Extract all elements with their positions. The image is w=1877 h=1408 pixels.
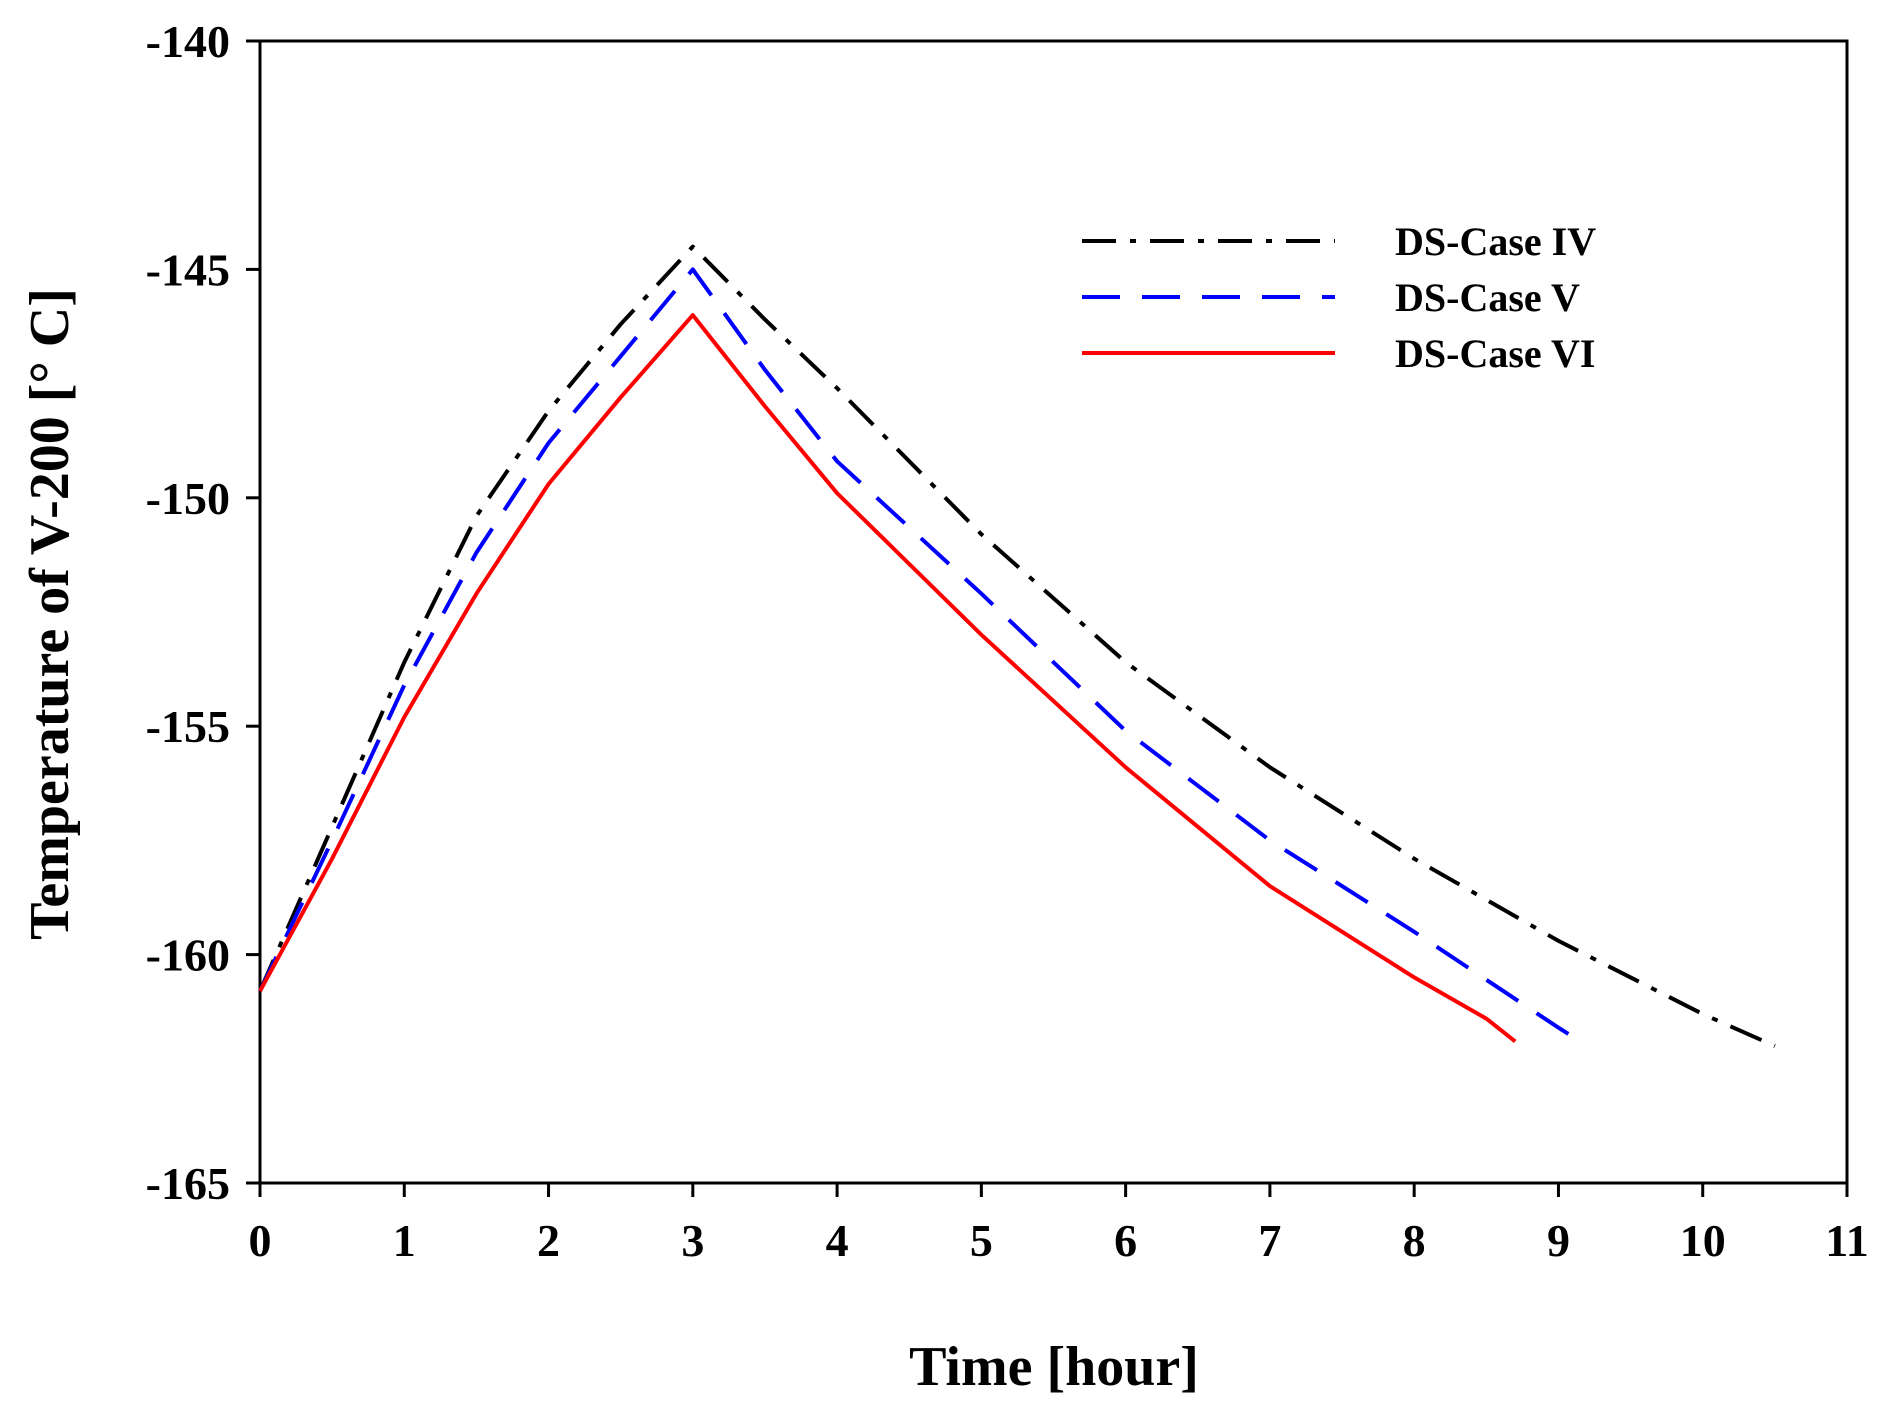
x-tick-label: 10 [1680, 1215, 1726, 1266]
y-axis-title: Temperature of V-200 [° C] [19, 288, 81, 940]
x-tick-label: 11 [1825, 1215, 1868, 1266]
series-line-ds-case-vi [258, 313, 1517, 1043]
y-tick-label: -160 [146, 930, 230, 981]
x-tick-label: 6 [1114, 1215, 1137, 1266]
x-tick-label: 9 [1547, 1215, 1570, 1266]
x-tick-label: 1 [393, 1215, 416, 1266]
y-tick-label: -140 [146, 16, 230, 67]
plot-border [258, 39, 1849, 1185]
series-line-ds-case-iv [258, 244, 1776, 1048]
series-line-ds-case-v [258, 267, 1574, 1039]
series-lines [258, 244, 1776, 1048]
legend-label: DS-Case VI [1395, 331, 1595, 376]
x-tick-label: 3 [681, 1215, 704, 1266]
legend-label: DS-Case IV [1395, 219, 1596, 264]
x-axis-title: Time [hour] [909, 1336, 1199, 1398]
x-tick-label: 5 [970, 1215, 993, 1266]
legend-label: DS-Case V [1395, 275, 1580, 320]
x-tick-label: 7 [1258, 1215, 1281, 1266]
y-tick-label: -165 [146, 1158, 230, 1209]
y-tick-label: -145 [146, 244, 230, 295]
axis-ticks: 0 1 2 3 4 5 6 7 8 9 10 11 -165 -160 -155 -150 -145 -140 [146, 16, 1869, 1266]
x-tick-label: 0 [249, 1215, 272, 1266]
x-tick-label: 8 [1403, 1215, 1426, 1266]
y-tick-label: -155 [146, 701, 230, 752]
legend: DS-Case IV DS-Case V DS-Case VI [1082, 219, 1596, 376]
x-tick-label: 2 [537, 1215, 560, 1266]
x-tick-label: 4 [826, 1215, 849, 1266]
plot-frame [258, 39, 1849, 1185]
y-tick-label: -150 [146, 473, 230, 524]
